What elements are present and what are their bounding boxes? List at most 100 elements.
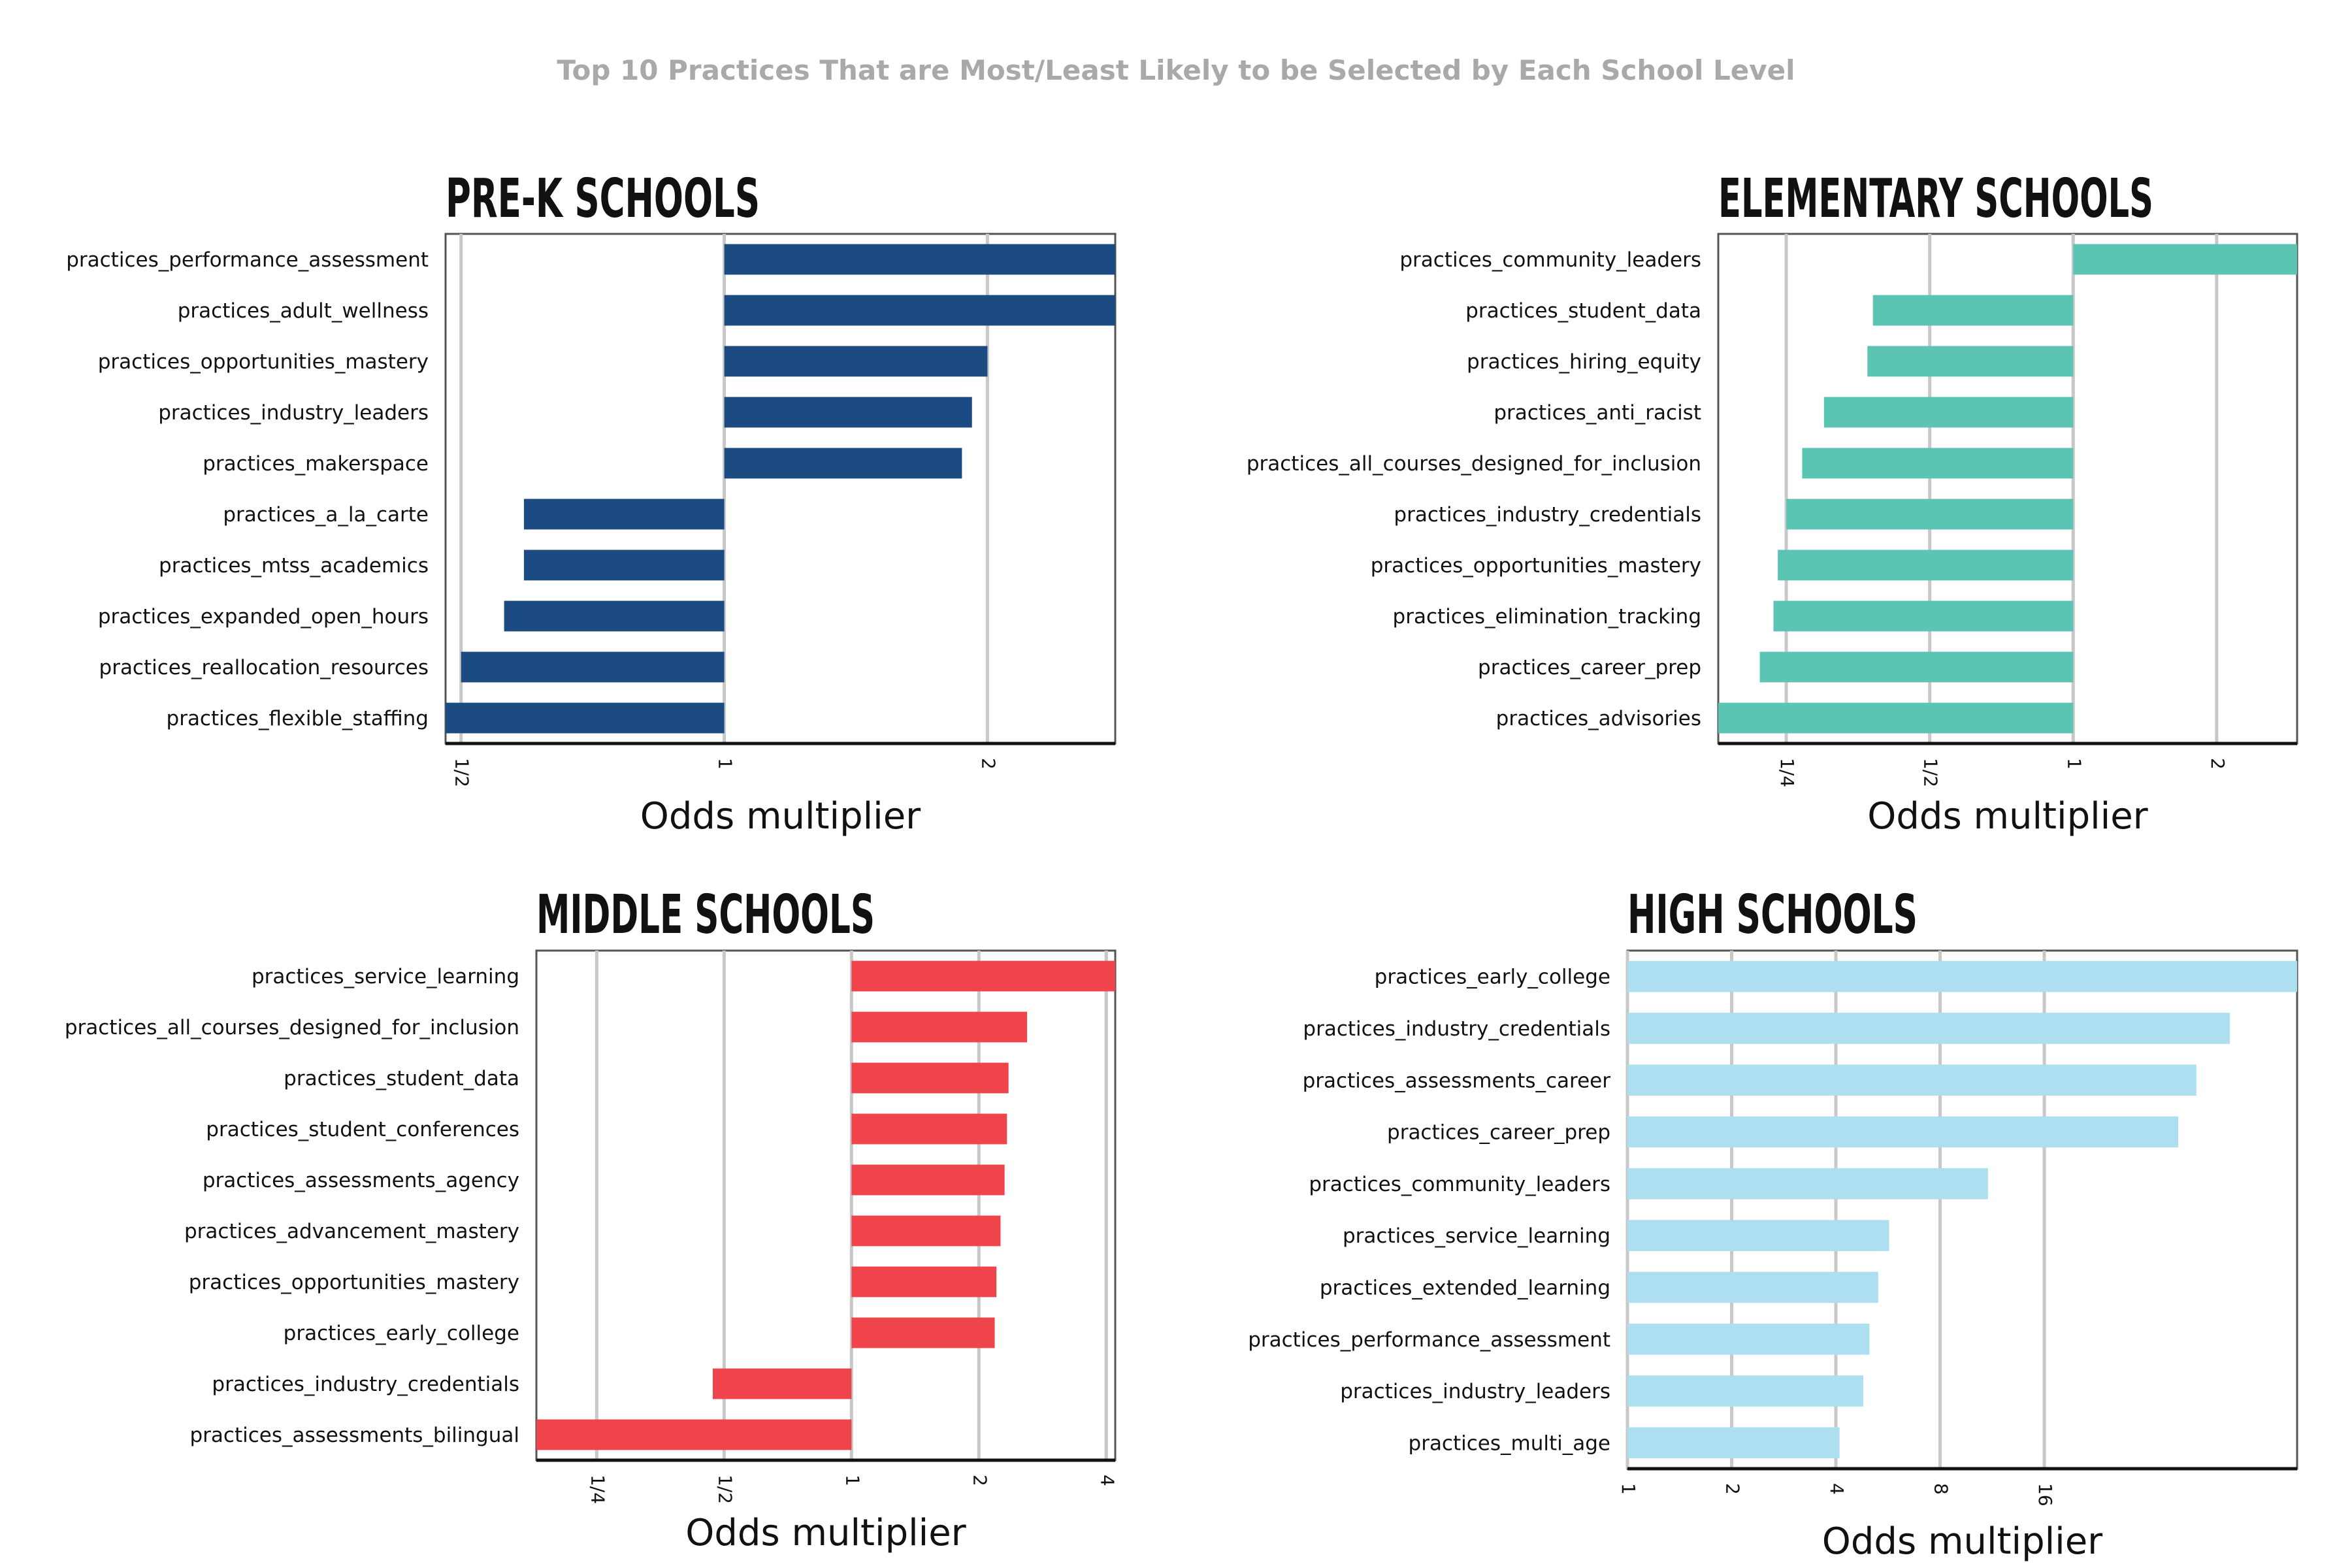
bar [1627,1064,2197,1096]
category-label: practices_assessments_career [1303,1069,1611,1092]
category-label: practices_advancement_mastery [184,1220,519,1243]
tick-label: 1 [1618,1483,1639,1495]
category-label: practices_expanded_open_hours [98,605,429,629]
chart-panel-1: PRE-K SCHOOLS practices_performance_asses… [66,168,1117,838]
tick-label: 1/2 [714,1475,736,1504]
tick-label: 4 [1096,1475,1118,1486]
tick-label: 2 [1722,1483,1744,1495]
category-label: practices_early_college [1375,966,1610,989]
category-label: practices_early_college [284,1322,519,1345]
tick-label: 1 [715,758,736,770]
bar [1627,1220,1889,1251]
panel-title: MIDDLE SCHOOLS [536,884,875,946]
bar [1627,1168,1988,1200]
bar [1823,397,2074,428]
x-axis-title: Odds multiplier [1867,795,2148,838]
bar [851,1062,1009,1094]
bar [1773,600,2074,632]
bar [446,702,725,734]
category-label: practices_a_la_carte [223,503,429,527]
category-label: practices_community_leaders [1399,248,1701,272]
bar [1627,1375,1863,1407]
category-label: practices_all_courses_designed_for_inclu… [65,1016,519,1039]
tick-label: 1/4 [1776,758,1798,787]
category-label: practices_makerspace [203,452,429,476]
category-label: practices_all_courses_designed_for_inclu… [1247,452,1701,476]
bar [724,346,988,377]
bar [851,1113,1007,1145]
bar [1718,702,2074,734]
bar [712,1368,852,1399]
bar [1627,1116,2179,1148]
bar [851,1215,1001,1247]
x-axis-title: Odds multiplier [640,795,921,838]
category-label: practices_industry_credentials [212,1373,519,1396]
bar [1872,295,2074,326]
category-label: practices_performance_assessment [1248,1328,1610,1352]
tick-label: 1/4 [587,1475,608,1504]
category-label: practices_assessments_agency [203,1169,519,1192]
bar [851,1164,1005,1196]
category-label: practices_advisories [1496,707,1701,730]
bar [461,651,725,683]
bar [1778,549,2074,581]
category-label: practices_student_data [1465,299,1701,323]
category-label: practices_student_conferences [206,1118,519,1141]
category-label: practices_career_prep [1478,656,1701,679]
tick-label: 2 [977,758,999,770]
tick-label: 8 [1931,1483,1952,1495]
bar [1627,1323,1870,1355]
figure-title: Top 10 Practices That are Most/Least Lik… [557,54,1795,86]
category-label: practices_adult_wellness [178,299,429,323]
category-label: practices_assessments_bilingual [190,1424,520,1447]
category-label: practices_extended_learning [1320,1276,1610,1299]
bar [851,960,1115,992]
bar [1867,346,2074,377]
tick-label: 1 [841,1475,863,1486]
bar [2073,244,2297,275]
bar [523,549,725,581]
category-label: practices_opportunities_mastery [98,350,429,374]
tick-label: 2 [2207,758,2229,770]
category-label: practices_opportunities_mastery [1371,554,1701,578]
bar [851,1317,995,1348]
category-label: practices_hiring_equity [1467,350,1701,374]
bar [724,244,1115,275]
panel-title: HIGH SCHOOLS [1627,884,1918,946]
chart-panel-4: HIGH SCHOOLS practices_early_collegepract… [1248,884,2298,1563]
category-label: practices_service_learning [1343,1224,1610,1248]
bar [1627,1427,1840,1459]
bar [851,1011,1028,1043]
category-label: practices_mtss_academics [159,554,429,578]
category-label: practices_multi_age [1409,1431,1610,1455]
bar [1786,498,2074,530]
bar [1627,1271,1878,1303]
bar [851,1266,997,1298]
bar [724,397,972,428]
category-label: practices_service_learning [252,965,519,988]
bar [724,295,1115,326]
bar [1627,1013,2230,1044]
bar [536,1419,852,1450]
bar [1759,651,2074,683]
category-label: practices_industry_credentials [1303,1017,1610,1041]
bar [1627,960,2297,992]
tick-label: 1 [2063,758,2085,770]
x-axis-title: Odds multiplier [685,1512,966,1554]
bar [523,498,725,530]
category-label: practices_community_leaders [1309,1173,1610,1196]
category-label: practices_career_prep [1387,1121,1610,1145]
tick-label: 1/2 [451,758,473,787]
category-label: practices_flexible_staffing [167,707,429,730]
category-label: practices_student_data [284,1067,519,1090]
panel-title: ELEMENTARY SCHOOLS [1718,168,2153,230]
category-label: practices_opportunities_mastery [189,1271,519,1294]
category-label: practices_industry_leaders [158,401,429,425]
bar [1802,448,2074,479]
panel-title: PRE-K SCHOOLS [446,168,760,230]
category-label: practices_anti_racist [1494,401,1701,425]
x-axis-title: Odds multiplier [1822,1520,2103,1563]
chart-panel-3: MIDDLE SCHOOLS practices_service_learning… [65,884,1118,1554]
category-label: practices_industry_leaders [1340,1380,1610,1403]
